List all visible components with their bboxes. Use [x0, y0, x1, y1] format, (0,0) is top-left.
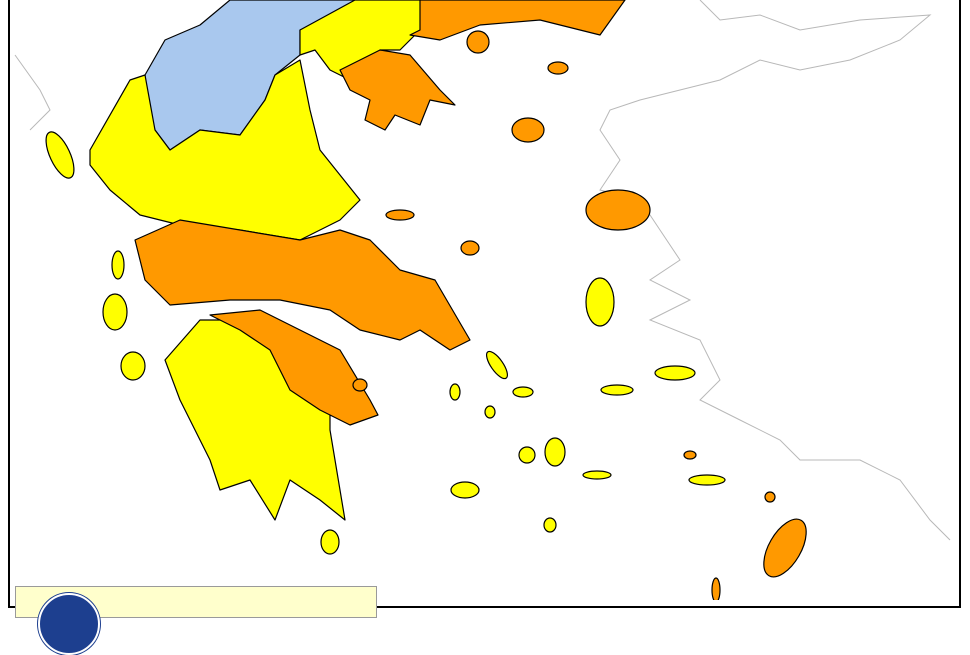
- island-kea[interactable]: [449, 383, 461, 401]
- island-naxos[interactable]: [544, 437, 566, 467]
- island-corfu[interactable]: [40, 128, 79, 182]
- island-syros[interactable]: [484, 405, 496, 419]
- turkey-coast: [599, 0, 951, 541]
- island-santorini[interactable]: [543, 517, 557, 533]
- island-kalymnos[interactable]: [683, 450, 697, 460]
- island-lemnos[interactable]: [511, 117, 545, 143]
- island-andros[interactable]: [483, 348, 511, 381]
- island-paros[interactable]: [518, 446, 536, 464]
- island-symi[interactable]: [764, 491, 776, 503]
- region-thrace[interactable]: [409, 0, 626, 41]
- island-amorgos[interactable]: [582, 470, 612, 480]
- island-rhodes[interactable]: [755, 512, 815, 583]
- island-ikaria[interactable]: [600, 384, 634, 396]
- region-northeast-peloponnese[interactable]: [209, 309, 379, 426]
- map-frame: [8, 0, 961, 608]
- island-tinos[interactable]: [512, 386, 534, 398]
- island-kefalonia[interactable]: [102, 293, 128, 331]
- island-chios[interactable]: [585, 277, 615, 327]
- island-samothraki[interactable]: [547, 61, 569, 75]
- island-aegina[interactable]: [352, 378, 368, 392]
- region-epirus-thessaly[interactable]: [89, 59, 361, 241]
- region-chalkidiki[interactable]: [339, 49, 456, 131]
- island-lesvos[interactable]: [585, 189, 651, 231]
- island-lefkada[interactable]: [111, 250, 125, 280]
- fire-risk-map: [14, 0, 951, 600]
- island-kos[interactable]: [688, 474, 726, 486]
- island-milos[interactable]: [450, 481, 480, 499]
- neighbor-coastline: [14, 0, 951, 541]
- island-karpathos[interactable]: [711, 577, 721, 600]
- island-kythira[interactable]: [320, 529, 340, 555]
- island-thasos[interactable]: [466, 30, 490, 54]
- legend-box: [15, 586, 377, 655]
- island-samos[interactable]: [654, 365, 696, 381]
- albania-coast: [14, 54, 51, 131]
- island-skyros[interactable]: [460, 240, 480, 256]
- island-zakynthos[interactable]: [120, 351, 146, 381]
- civil-protection-logo: [38, 593, 100, 655]
- region-central-greece-attica[interactable]: [134, 219, 471, 351]
- island-sporades[interactable]: [385, 209, 415, 221]
